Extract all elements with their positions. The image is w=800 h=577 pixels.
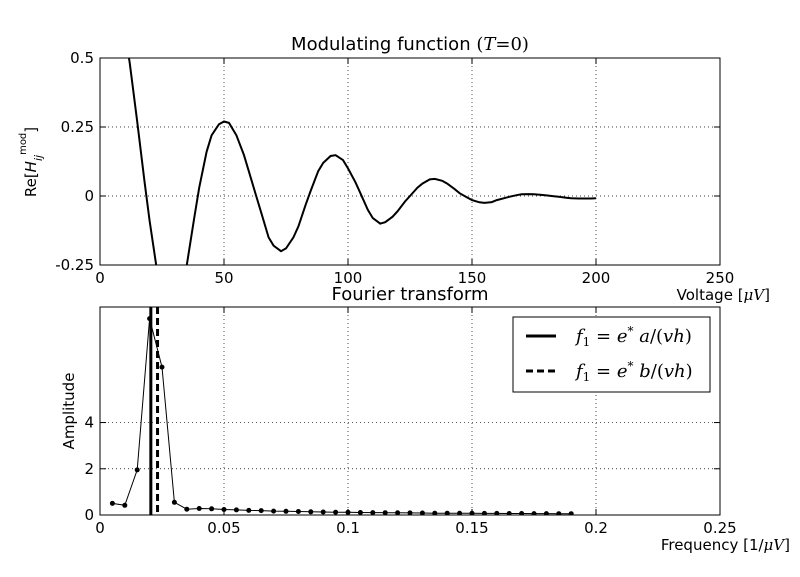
bottom-plot-frame <box>99 306 721 516</box>
fourier-data-point <box>308 509 314 515</box>
bottom-grid <box>100 307 720 515</box>
legend-box <box>512 316 711 393</box>
fourier-data-point <box>432 510 438 515</box>
fourier-data-point <box>159 364 165 370</box>
fourier-data-point <box>171 499 177 505</box>
top-x-tick-label: 50 <box>214 269 233 287</box>
fourier-data-point <box>543 511 549 515</box>
top-y-axis-label: Re[Hijmod] <box>18 127 45 197</box>
bottom-ticks: 0 0.05 0.1 0.15 0.2 0.25 0 2 4 <box>84 307 737 537</box>
legend-label-f1-b: f1 = e* b/(vh) <box>574 359 693 384</box>
top-x-axis-label: Voltage [μV] <box>677 286 770 304</box>
fourier-amplitude-line <box>112 318 572 515</box>
top-x-tick-label: 250 <box>706 269 735 287</box>
fourier-data-point <box>407 510 413 515</box>
bottom-x-tick-label: 0.05 <box>207 519 240 537</box>
fourier-data-point <box>258 508 264 514</box>
legend: f1 = e* a/(vh) f1 = e* b/(vh) <box>512 316 711 393</box>
bottom-chart-title: Fourier transform <box>332 284 489 305</box>
top-chart-title: Modulating function (T=0) <box>291 34 529 55</box>
top-y-tick-label: 0.25 <box>61 118 94 136</box>
fourier-data-point <box>320 509 326 515</box>
fourier-transform-chart: 0 0.05 0.1 0.15 0.2 0.25 0 2 4 Fourier transform… <box>60 284 790 554</box>
fourier-data-point <box>494 510 500 515</box>
fourier-data-point <box>134 467 140 473</box>
bottom-y-tick-label: 4 <box>84 414 94 432</box>
fourier-data-point <box>556 511 562 515</box>
top-x-tick-label: 100 <box>334 269 363 287</box>
fourier-data-point <box>295 509 301 514</box>
fourier-data-point <box>184 506 190 512</box>
fourier-data-point <box>283 508 289 514</box>
top-grid <box>100 58 720 265</box>
fourier-data-point <box>395 510 401 515</box>
fourier-data-point <box>382 510 388 515</box>
top-y-tick-label: 0.5 <box>70 49 94 67</box>
bottom-x-tick-label: 0.15 <box>455 519 488 537</box>
bottom-x-tick-label: 0.25 <box>703 519 736 537</box>
fourier-amplitude-points <box>109 316 574 515</box>
fourier-data-point <box>122 502 128 508</box>
fourier-data-point <box>481 510 487 515</box>
fourier-data-point <box>519 511 525 515</box>
top-y-tick-label: -0.25 <box>55 256 94 274</box>
fourier-data-point <box>506 511 512 515</box>
top-y-tick-label: 0 <box>84 187 94 205</box>
fourier-data-point <box>457 510 463 515</box>
top-x-tick-label: 0 <box>95 269 105 287</box>
bottom-x-tick-label: 0.1 <box>336 519 360 537</box>
fourier-data-point <box>246 507 252 513</box>
top-plot-frame <box>99 57 721 266</box>
bottom-x-axis-label: Frequency [1/μV] <box>661 536 790 554</box>
bottom-x-tick-label: 0.2 <box>584 519 608 537</box>
fourier-data-point <box>233 507 239 513</box>
bottom-x-tick-label: 0 <box>95 519 105 537</box>
top-x-tick-label: 200 <box>582 269 611 287</box>
bottom-y-axis-label: Amplitude <box>60 373 78 450</box>
fourier-data-point <box>271 508 277 514</box>
legend-label-f1-a: f1 = e* a/(vh) <box>574 324 692 349</box>
fourier-data-point <box>444 510 450 515</box>
fourier-data-point <box>196 506 202 511</box>
bottom-y-tick-label: 0 <box>84 506 94 524</box>
fourier-data-point <box>370 510 376 515</box>
modulating-function-line <box>127 58 597 265</box>
bottom-y-tick-label: 2 <box>84 460 94 478</box>
fourier-data-point <box>419 510 425 515</box>
top-x-tick-label: 150 <box>458 269 487 287</box>
fourier-data-point <box>357 510 363 515</box>
fourier-data-point <box>109 500 115 506</box>
fourier-data-point <box>209 506 215 512</box>
fourier-data-point <box>568 511 574 515</box>
fourier-data-point <box>531 511 537 515</box>
fourier-data-point <box>333 509 339 515</box>
